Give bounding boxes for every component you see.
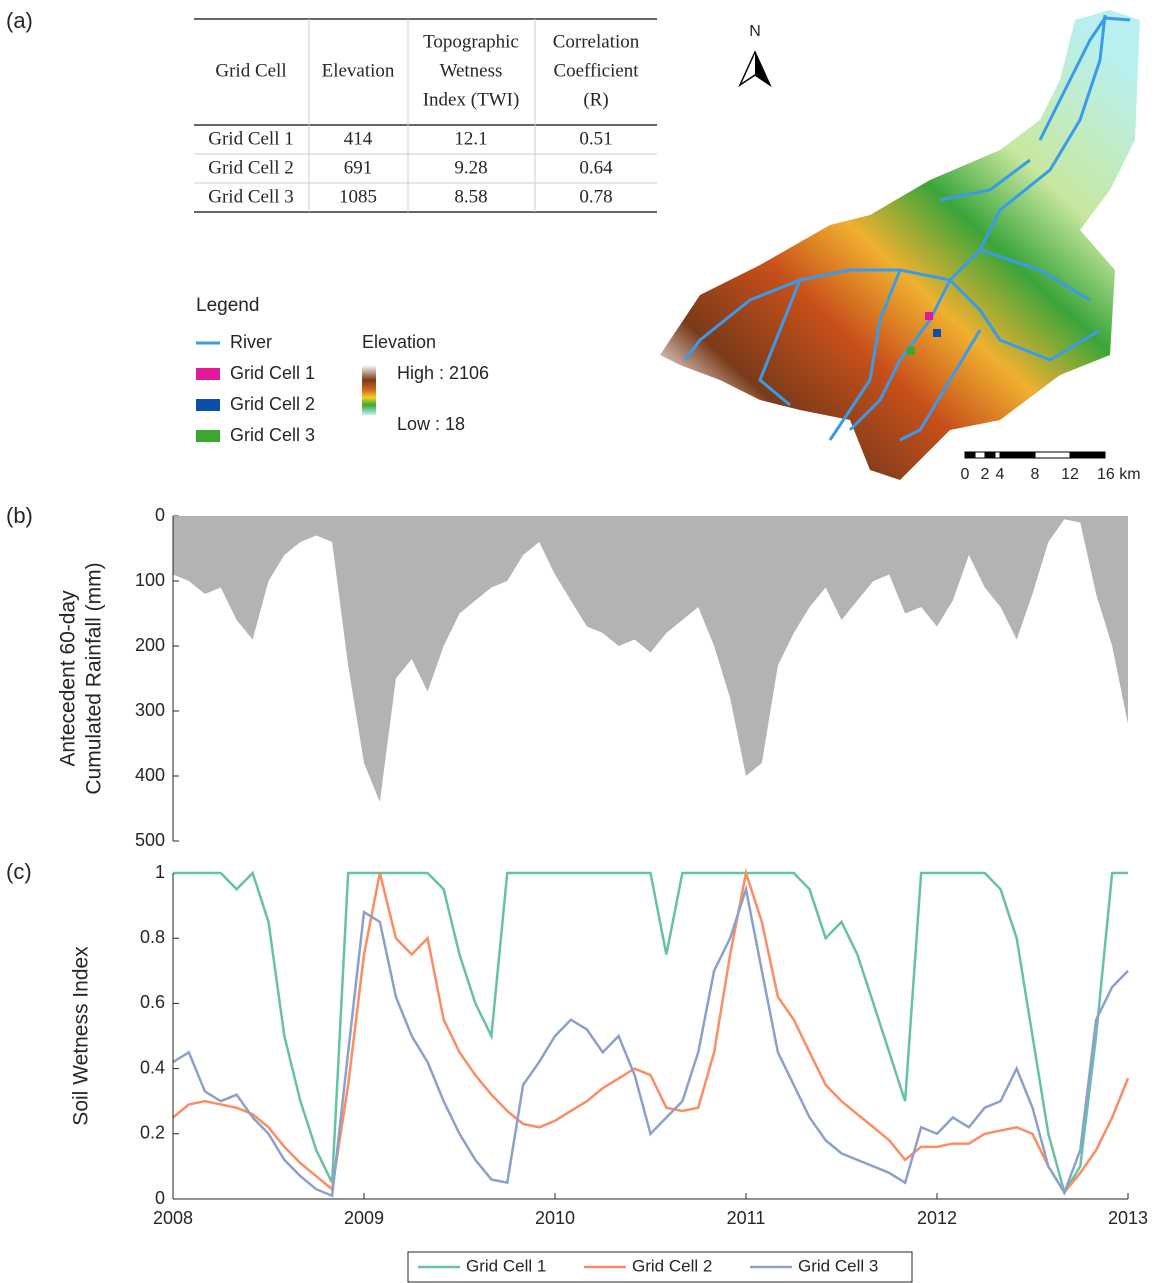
y-tick-label: 0.6 <box>140 992 165 1012</box>
x-tick-label: 2012 <box>917 1208 957 1228</box>
north-arrow <box>755 52 770 85</box>
north-label: N <box>749 23 761 40</box>
y-tick-label: 0 <box>155 505 165 525</box>
scale-bar <box>964 451 1106 459</box>
table-header: Topographic <box>423 31 519 52</box>
x-tick-label: 2009 <box>344 1208 384 1228</box>
panel-label: (b) <box>6 503 33 528</box>
y-tick-label: 1 <box>155 862 165 882</box>
scale-label: 16 km <box>1097 466 1141 483</box>
table-cell: 0.51 <box>579 128 612 149</box>
catchment-map <box>660 10 1140 480</box>
legend-label: Grid Cell 3 <box>230 425 315 445</box>
table-header: Wetness <box>440 60 503 81</box>
table-cell: 0.64 <box>579 157 613 178</box>
table-cell: 414 <box>344 128 373 149</box>
x-tick-label: 2008 <box>153 1208 193 1228</box>
x-tick-label: 2013 <box>1108 1208 1148 1228</box>
legend-label: Grid Cell 1 <box>466 1256 546 1275</box>
table-cell: 8.58 <box>454 186 487 207</box>
table-cell: Grid Cell 1 <box>208 128 294 149</box>
river-network <box>683 14 1131 442</box>
y-tick-label: 0.4 <box>140 1057 165 1077</box>
y-tick-label: 0.8 <box>140 927 165 947</box>
table-cell: 0.78 <box>579 186 612 207</box>
rainfall-area <box>173 516 1128 802</box>
series-line <box>172 884 1129 1198</box>
legend-label: Grid Cell 1 <box>230 363 315 383</box>
table-header: Elevation <box>322 60 395 81</box>
table-header: Correlation <box>553 31 640 52</box>
scale-label: 2 <box>981 466 990 483</box>
table-cell: 12.1 <box>454 128 487 149</box>
x-tick-label: 2010 <box>535 1208 575 1228</box>
table-cell: Grid Cell 2 <box>208 157 294 178</box>
grid-cell-marker <box>933 329 941 337</box>
y-tick-label: 500 <box>135 830 165 850</box>
legend-swatch <box>196 430 220 442</box>
grid-cell-marker <box>925 312 933 320</box>
legend-label: Grid Cell 3 <box>798 1256 878 1275</box>
legend-label: Grid Cell 2 <box>230 394 315 414</box>
scale-label: 4 <box>996 466 1005 483</box>
series-line <box>173 870 1128 1196</box>
scale-label: 12 <box>1061 466 1079 483</box>
x-tick-label: 2011 <box>727 1208 766 1228</box>
elevation-ramp <box>362 365 376 415</box>
table-header: Coefficient <box>553 60 639 81</box>
y-tick-label: 300 <box>135 700 165 720</box>
table-header: Index (TWI) <box>423 89 520 110</box>
elevation-low: Low : 18 <box>397 414 465 434</box>
y-tick-label: 200 <box>135 635 165 655</box>
y-axis-label: Cumulated Rainfall (mm) <box>83 562 106 794</box>
grid-cell-marker <box>907 347 915 355</box>
panel-label: (a) <box>6 8 33 33</box>
elevation-title: Elevation <box>362 332 436 352</box>
table-header: Grid Cell <box>215 60 286 81</box>
legend-box <box>407 1251 913 1283</box>
y-axis-label: Antecedent 60-day <box>57 590 80 767</box>
table-header: (R) <box>583 89 608 110</box>
elevation-high: High : 2106 <box>397 363 489 383</box>
table-cell: 1085 <box>339 186 377 207</box>
table-cell: 691 <box>344 157 373 178</box>
legend-label: River <box>230 332 272 352</box>
table-frame <box>194 18 657 213</box>
y-tick-label: 0.2 <box>140 1123 165 1143</box>
table-cell: Grid Cell 3 <box>208 186 294 207</box>
scale-label: 0 <box>961 466 970 483</box>
y-axis-label: Soil Wetness Index <box>70 946 93 1126</box>
legend-label: Grid Cell 2 <box>632 1256 712 1275</box>
legend-swatch <box>196 368 220 380</box>
legend-swatch <box>196 399 220 411</box>
y-tick-label: 100 <box>135 570 165 590</box>
y-tick-label: 400 <box>135 765 165 785</box>
series-line <box>172 868 1130 1195</box>
scale-label: 8 <box>1031 466 1040 483</box>
legend-title: Legend <box>196 295 259 316</box>
table-cell: 9.28 <box>454 157 487 178</box>
panel-label: (c) <box>6 859 32 884</box>
y-tick-label: 0 <box>155 1188 165 1208</box>
